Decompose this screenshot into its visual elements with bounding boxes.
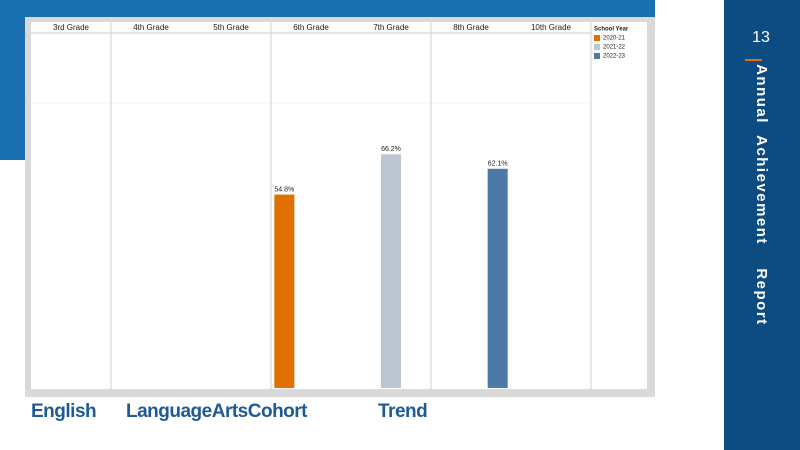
sidebar-text: Report (753, 268, 770, 325)
bar (274, 194, 295, 388)
x-tick-label: 4th Grade (133, 23, 169, 32)
bar (381, 154, 401, 388)
bar (487, 168, 508, 388)
chart-area (31, 22, 647, 389)
sidebar-text: Annual (753, 64, 770, 124)
sidebar-text: Achievement (753, 135, 770, 245)
x-tick-label: 8th Grade (453, 23, 489, 32)
sidebar (724, 0, 800, 450)
page-number: 13 (752, 29, 770, 46)
value-label: 54.8% (274, 186, 294, 193)
x-tick-label: 7th Grade (373, 23, 409, 32)
x-tick-label: 5th Grade (213, 23, 249, 32)
legend-swatch (594, 53, 600, 59)
legend-label: 2021-22 (603, 45, 626, 51)
caption: English (31, 401, 96, 422)
legend-label: 2020-21 (603, 36, 626, 42)
legend-label: 2022-23 (603, 54, 626, 60)
caption: LanguageArtsCohort (126, 401, 308, 422)
legend-swatch (594, 35, 600, 41)
value-label: 66.2% (381, 146, 401, 153)
caption: Trend (378, 401, 427, 422)
x-tick-label: 3rd Grade (53, 23, 90, 32)
legend-swatch (594, 44, 600, 50)
legend-title: School Year (594, 27, 629, 33)
x-tick-label: 6th Grade (293, 23, 329, 32)
x-tick-label: 10th Grade (531, 23, 572, 32)
value-label: 62.1% (488, 161, 508, 168)
